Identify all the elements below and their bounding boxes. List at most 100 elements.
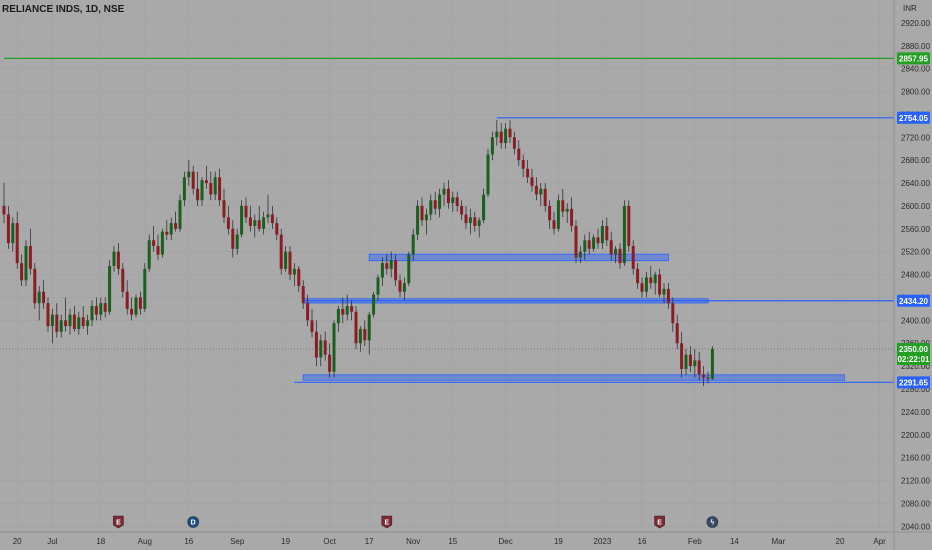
candle-body: [235, 234, 239, 249]
candle: [710, 346, 714, 380]
candle-body: [539, 188, 543, 195]
candle-body: [77, 317, 81, 329]
candle-body: [556, 200, 560, 229]
candle-body: [72, 314, 76, 329]
candle: [451, 191, 455, 212]
candle-body: [402, 283, 406, 292]
candle: [578, 245, 582, 264]
candle: [574, 220, 578, 264]
candle-body: [240, 205, 244, 235]
candle-body: [424, 214, 428, 221]
candle: [204, 165, 208, 189]
price-tag: [897, 111, 930, 124]
price-tick-label: 2520.00: [901, 248, 930, 257]
candle: [2, 183, 6, 224]
candle-body: [565, 208, 569, 212]
candle-body: [226, 217, 230, 229]
candle: [59, 314, 63, 338]
candle-body: [204, 180, 208, 184]
candle: [587, 231, 591, 255]
candle: [398, 274, 402, 298]
candle-body: [398, 280, 402, 292]
candle: [649, 266, 653, 289]
price-tag: [897, 376, 930, 389]
time-tick-label: Feb: [688, 537, 702, 546]
candle: [429, 194, 433, 221]
candle-body: [314, 331, 318, 358]
time-tick-label: 15: [448, 537, 457, 546]
price-tick-label: 2640.00: [901, 179, 930, 188]
candle-body: [429, 200, 433, 215]
candle-body: [15, 223, 19, 264]
candle: [174, 211, 178, 232]
candle: [548, 200, 552, 229]
candle: [33, 263, 37, 309]
candle-body: [50, 314, 54, 327]
candle-body: [11, 223, 15, 244]
candle-body: [279, 234, 283, 269]
candle: [266, 194, 270, 224]
candle: [196, 171, 200, 206]
candle-body: [81, 317, 85, 327]
candle: [253, 214, 257, 238]
candle: [570, 197, 574, 232]
time-tick-label: Sep: [230, 537, 245, 546]
candle: [565, 203, 569, 224]
candle: [512, 131, 516, 155]
earnings-event-icon: E: [381, 515, 393, 529]
time-tick-label: 19: [554, 537, 563, 546]
candle-body: [385, 263, 389, 269]
zone-box: [368, 253, 669, 262]
candle-body: [156, 245, 160, 255]
candle: [499, 122, 503, 149]
candle: [231, 220, 235, 258]
price-tag-label: 2857.95: [899, 54, 928, 63]
candle: [143, 263, 147, 312]
candle: [270, 205, 274, 229]
candle-body: [28, 245, 32, 269]
candle-body: [332, 323, 336, 372]
candle: [468, 208, 472, 235]
candle-body: [680, 343, 684, 369]
candle: [350, 300, 354, 321]
candle-body: [658, 274, 662, 295]
candle-body: [631, 245, 635, 269]
candle: [636, 263, 640, 289]
candle-body: [178, 200, 182, 229]
candle: [28, 228, 32, 275]
candle-body: [609, 240, 613, 255]
candle: [165, 220, 169, 241]
price-tick-label: 2840.00: [901, 65, 930, 74]
candle-body: [367, 314, 371, 341]
candle-body: [561, 200, 565, 212]
candle: [517, 140, 521, 166]
price-axis-ticks: 2040.00 2080.00 2120.00 2160.00 2200.00 2240.…: [901, 19, 930, 531]
candle-body: [636, 268, 640, 284]
candle-body: [257, 220, 261, 229]
candle: [314, 320, 318, 367]
candle: [671, 297, 675, 332]
candle-body: [605, 225, 609, 241]
candle: [561, 188, 565, 218]
candle-body: [116, 251, 120, 269]
candle: [319, 334, 323, 367]
candle-body: [174, 223, 178, 229]
candle-body: [649, 277, 653, 284]
candle: [37, 286, 41, 321]
candle-body: [336, 308, 340, 324]
candle-body: [301, 286, 305, 304]
candle-body: [372, 294, 376, 315]
price-tag-label: 2754.05: [899, 114, 928, 123]
candle: [358, 326, 362, 352]
dividend-glyph: D: [191, 520, 196, 527]
candle-body: [121, 268, 125, 292]
candle-body: [147, 240, 151, 269]
time-tick-label: 18: [96, 537, 105, 546]
candle: [103, 297, 107, 318]
candle-body: [684, 354, 688, 369]
candle-body: [548, 205, 552, 221]
candle: [42, 280, 46, 309]
time-axis-ticks: 20 Jul 18 Aug 16 Sep 19 Oct 17 Nov 15 Dec 19 2023 16 Fe…: [13, 537, 886, 546]
price-tags: 2857.95 2754.05 2434.20 2291.65 2350.0002:22…: [897, 52, 930, 389]
